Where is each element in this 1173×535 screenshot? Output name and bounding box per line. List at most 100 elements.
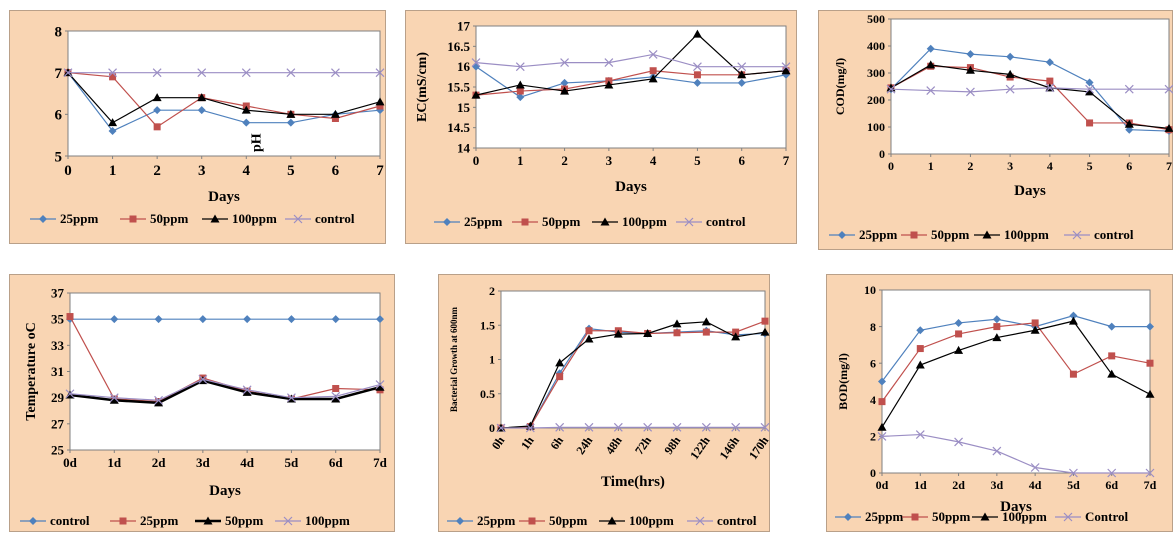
x-tick-label: 122h (687, 433, 713, 462)
x-tick-label: 0 (64, 163, 72, 179)
series-line-25ppm (475, 66, 787, 98)
x-tick-label: 7 (376, 163, 384, 179)
y-tick-label: 1 (489, 353, 495, 367)
y-tick-label: 1.5 (480, 318, 495, 332)
y-tick-label: 27 (51, 416, 65, 431)
x-axis-title: Days (615, 179, 647, 195)
data-point-25ppm (560, 78, 569, 87)
data-point-control (672, 422, 682, 432)
data-point-control (154, 315, 163, 324)
plot-area (67, 30, 381, 157)
data-point-control (877, 431, 887, 441)
data-point-control (760, 422, 770, 432)
x-tick-label: 4 (1047, 159, 1053, 173)
legend-marker (911, 513, 919, 521)
cod-chart-panel: 0 100 200 300 400 500 0 1 2 3 4 5 6 7 Days COD(mg/l) 25p… (818, 10, 1173, 250)
x-axis-title: Days (208, 189, 240, 205)
series-line-100ppm (475, 33, 787, 96)
data-point-25ppm (286, 118, 295, 127)
data-point-control (471, 58, 481, 68)
y-axis-title: EC(mS/cm) (415, 52, 430, 122)
data-point-100ppm (1107, 369, 1117, 378)
data-point-100ppm (648, 74, 658, 83)
data-point-50ppm (649, 67, 657, 75)
x-tick-label: 4 (650, 153, 657, 168)
legend-label-100ppm: 100ppm (1002, 509, 1047, 524)
x-tick-label: 0 (888, 159, 894, 173)
data-point-control (1085, 84, 1094, 94)
x-tick-label: 1d (107, 455, 122, 470)
data-point-100ppm (471, 90, 481, 99)
data-point-25ppm (954, 318, 963, 327)
legend-label-50ppm: 50ppm (225, 513, 263, 528)
temperature-chart-panel: 25 27 29 31 33 35 37 0d 1d 2d 3d 4d 5d 6d 7d Days Temper… (9, 274, 395, 532)
data-point-control (737, 62, 747, 72)
series-line-control (890, 87, 1169, 93)
data-point-control (648, 50, 658, 59)
series-line-control (501, 426, 765, 429)
y-tick-label: 16.5 (447, 39, 470, 54)
y-tick-label: 400 (867, 39, 885, 53)
x-tick-label: 1d (914, 478, 927, 492)
data-point-25ppm (926, 44, 935, 53)
series-line-100ppm (69, 378, 381, 401)
series-line-100ppm (890, 64, 1170, 129)
data-point-25ppm (197, 106, 206, 115)
data-point-100ppm (1068, 316, 1078, 325)
y-tick-label: 37 (51, 286, 65, 301)
y-tick-label: 2 (870, 430, 876, 444)
legend-label-100ppm: 100ppm (1004, 227, 1049, 242)
data-point-100ppm (108, 118, 118, 127)
data-point-control (613, 422, 623, 432)
data-point-control (496, 423, 506, 433)
y-axis-title: Bacterial Growth at 600nm (449, 306, 459, 412)
data-point-control (1045, 83, 1055, 93)
y-tick-label: 0 (489, 421, 495, 435)
data-point-100ppm (198, 374, 208, 384)
x-tick-label: 6 (738, 153, 745, 168)
data-point-100ppm (241, 105, 251, 114)
data-point-100ppm (1164, 123, 1173, 132)
data-point-25ppm (992, 315, 1001, 324)
legend-label-control: control (50, 513, 90, 528)
bod-chart: 0 2 4 6 8 10 0d 1d 2d 3d 4d 5d 6d 7d Days BOD(mg/l) 25pp… (835, 283, 1157, 524)
data-point-50ppm (556, 373, 564, 381)
y-tick-label: 0 (879, 147, 885, 161)
y-tick-label: 0 (870, 466, 876, 480)
data-point-control (110, 315, 119, 324)
data-point-25ppm (1006, 52, 1015, 61)
legend-label-100ppm: 100ppm (629, 513, 674, 528)
x-tick-label: 3 (1007, 159, 1013, 173)
plot-area (69, 292, 381, 451)
legend-marker (684, 217, 694, 227)
data-point-100ppm (1124, 119, 1134, 128)
y-tick-label: 100 (867, 120, 885, 134)
y-axis-title: Temperature oC (24, 322, 39, 420)
legend-label-50ppm: 50ppm (931, 227, 969, 242)
y-tick-label: 8 (55, 24, 63, 40)
data-point-control (926, 86, 936, 95)
data-point-control (243, 315, 252, 324)
legend-label-100ppm: 100ppm (622, 214, 667, 229)
y-tick-label: 6 (870, 356, 876, 370)
temperature-chart: 25 27 29 31 33 35 37 0d 1d 2d 3d 4d 5d 6d 7d Days Temper… (20, 286, 388, 528)
data-point-control (1145, 468, 1155, 478)
data-point-control (241, 68, 251, 78)
data-point-100ppm (197, 93, 207, 102)
data-point-25ppm (966, 50, 975, 59)
x-tick-label: 3 (606, 153, 613, 168)
series-line-50ppm (881, 322, 1151, 402)
data-point-50ppm (375, 382, 385, 391)
data-point-100ppm (915, 360, 925, 369)
x-tick-label: 5 (287, 163, 295, 179)
data-point-control (152, 68, 162, 78)
legend-label-control: control (717, 513, 757, 528)
data-point-50ppm (673, 329, 681, 337)
plot-area (881, 289, 1151, 474)
data-point-100ppm (760, 327, 770, 336)
x-tick-label: 0d (876, 478, 889, 492)
data-point-50ppm (916, 345, 924, 353)
data-point-control (555, 422, 565, 432)
series-line-25ppm (500, 328, 766, 429)
legend-label-50ppm: 50ppm (932, 509, 970, 524)
